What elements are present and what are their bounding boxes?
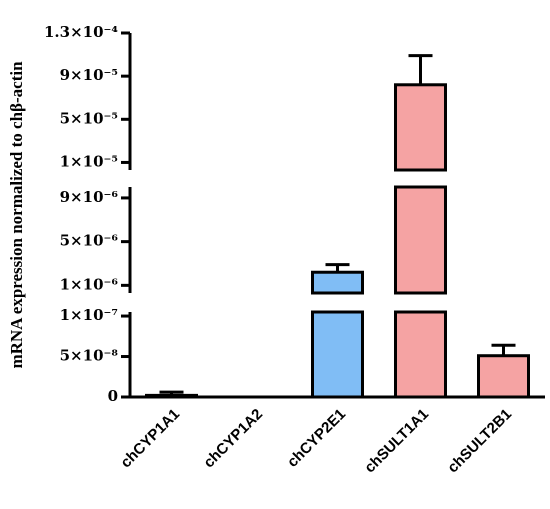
x-tick-label: chCYP2E1 xyxy=(284,406,349,471)
bar xyxy=(394,83,447,172)
y-tick-label: 5×10⁻⁸ xyxy=(60,347,119,365)
error-bar xyxy=(325,263,350,273)
y-tick-label: 1×10⁻⁶ xyxy=(60,275,119,293)
y-tick-label: 1×10⁻⁷ xyxy=(60,306,118,324)
x-tick-label: chCYP1A1 xyxy=(117,406,183,472)
error-bar xyxy=(159,390,184,396)
bar xyxy=(477,354,530,399)
x-tick-label: chSULT1A1 xyxy=(361,406,432,477)
bar xyxy=(311,310,364,399)
error-bar xyxy=(408,54,433,85)
bar xyxy=(145,393,198,399)
y-tick-label: 1×10⁻⁵ xyxy=(60,152,118,170)
x-tick-label: chSULT2B1 xyxy=(444,406,515,477)
y-tick-label: 5×10⁻⁶ xyxy=(60,232,119,250)
y-tick-label: 9×10⁻⁵ xyxy=(60,66,118,84)
bar xyxy=(394,310,447,399)
y-tick-label: 9×10⁻⁶ xyxy=(60,188,119,206)
error-bar xyxy=(491,343,516,356)
bar xyxy=(311,270,364,295)
y-tick-label: 5×10⁻⁵ xyxy=(60,109,118,127)
x-tick-label: chCYP1A2 xyxy=(200,406,266,472)
bar xyxy=(394,185,447,295)
y-tick-label: 0 xyxy=(108,387,118,405)
y-tick-label: 1.3×10⁻⁴ xyxy=(44,23,118,41)
y-axis-label: mRNA expression normalized to chβ-actin xyxy=(7,61,26,369)
